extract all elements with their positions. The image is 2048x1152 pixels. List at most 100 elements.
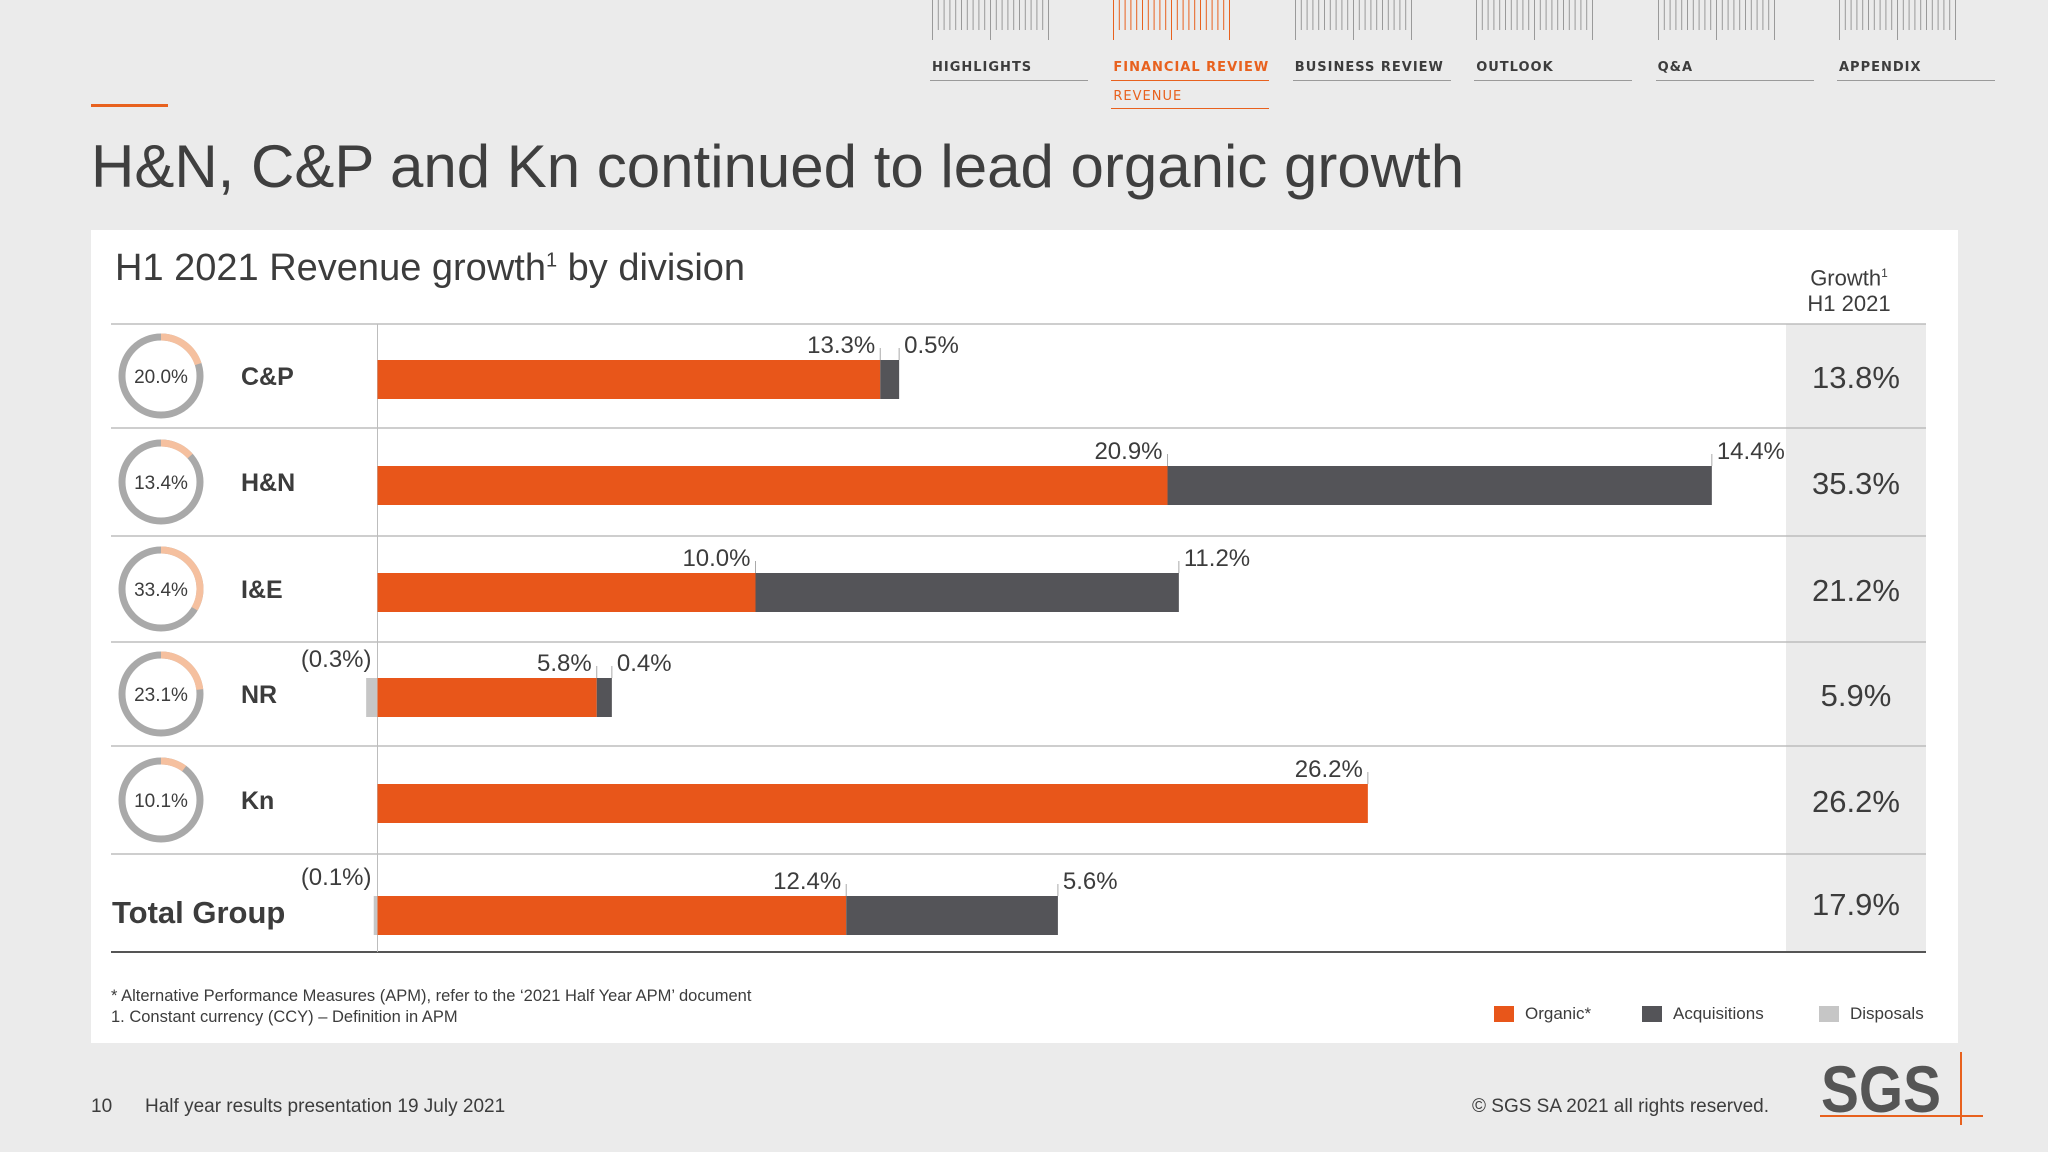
organic-swatch bbox=[1494, 1006, 1514, 1022]
revenue-share-label-kn: 10.1% bbox=[134, 791, 188, 812]
growth-column-background bbox=[1786, 324, 1926, 952]
growth-header-line2: H1 2021 bbox=[1807, 291, 1891, 317]
organic-bar-total-group bbox=[377, 896, 847, 935]
acquisitions-bar-candp bbox=[880, 360, 900, 399]
organic-value-kn: 26.2% bbox=[1295, 756, 1363, 783]
presentation-footer-text: Half year results presentation 19 July 2… bbox=[145, 1096, 506, 1117]
legend-label-organic: Organic* bbox=[1525, 1004, 1592, 1023]
category-label-handn: H&N bbox=[241, 469, 295, 497]
footnote-apm: * Alternative Performance Measures (APM)… bbox=[111, 987, 752, 1005]
legend-item-organic: Organic* bbox=[1494, 1004, 1591, 1024]
nav-tab-underline bbox=[930, 80, 1088, 81]
revenue-growth-chart: 20.0% C&P 13.3% 0.5% 13.8% 13.4% H&N 20.9% 14.4%… bbox=[111, 323, 1926, 953]
nav-tab-underline bbox=[1111, 80, 1270, 81]
nav-tab-label: Q&A bbox=[1657, 60, 1694, 75]
sgs-logo-text: SGS bbox=[1821, 1052, 1941, 1125]
sgs-logo: SGS bbox=[1820, 1052, 1983, 1125]
nav-tab-qanda[interactable]: Q&A bbox=[1655, 0, 1814, 120]
acquisitions-bar-handn bbox=[1167, 466, 1712, 505]
category-label-iande: I&E bbox=[241, 576, 283, 604]
chart-title: H1 2021 Revenue growth1 by division bbox=[115, 247, 745, 290]
slide-title: H&N, C&P and Kn continued to lead organi… bbox=[91, 133, 1465, 200]
acquisitions-value-iande: 11.2% bbox=[1184, 545, 1250, 572]
organic-bar-handn bbox=[377, 466, 1168, 505]
acquisitions-value-candp: 0.5% bbox=[904, 332, 959, 359]
footnote-ccy: 1. Constant currency (CCY) – Definition … bbox=[111, 1008, 458, 1026]
growth-total-total-group: 17.9% bbox=[1812, 887, 1900, 922]
organic-bar-nr bbox=[377, 678, 597, 717]
title-accent-line bbox=[91, 104, 168, 107]
revenue-share-arc-candp bbox=[118, 333, 204, 419]
chart-panel: H1 2021 Revenue growth1 by division Grow… bbox=[91, 230, 1958, 1043]
nav-tab-underline bbox=[1837, 80, 1995, 81]
category-label-nr: NR bbox=[241, 681, 277, 709]
category-label-candp: C&P bbox=[241, 363, 294, 391]
revenue-share-label-handn: 13.4% bbox=[134, 473, 188, 494]
nav-tick-marks bbox=[1839, 0, 1956, 40]
nav-tab-label: HIGHLIGHTS bbox=[932, 60, 1033, 75]
revenue-share-arc-iande bbox=[118, 546, 204, 632]
category-label-kn: Kn bbox=[241, 787, 274, 815]
nav-tab-label: APPENDIX bbox=[1839, 60, 1922, 75]
footnotes: * Alternative Performance Measures (APM)… bbox=[111, 986, 751, 1028]
organic-bar-iande bbox=[377, 573, 756, 612]
disposals-value-total-group: (0.1%) bbox=[301, 864, 372, 891]
organic-value-iande: 10.0% bbox=[682, 545, 750, 572]
nav-tick-marks bbox=[1476, 0, 1594, 40]
copyright-notice: © SGS SA 2021 all rights reserved. bbox=[1472, 1096, 1770, 1117]
organic-bar-candp bbox=[377, 360, 881, 399]
organic-bar-kn bbox=[377, 784, 1368, 823]
revenue-share-arc-kn bbox=[118, 757, 204, 843]
legend-item-disposals: Disposals bbox=[1819, 1004, 1924, 1024]
nav-tick-marks bbox=[932, 0, 1049, 40]
nav-tab-appendix[interactable]: APPENDIX bbox=[1837, 0, 1995, 120]
growth-total-kn: 26.2% bbox=[1812, 784, 1900, 819]
nav-tick-marks bbox=[1294, 0, 1412, 40]
nav-tab-underline bbox=[1474, 80, 1633, 81]
nav-tick-marks bbox=[1113, 0, 1231, 40]
organic-value-nr: 5.8% bbox=[537, 650, 592, 677]
revenue-share-label-iande: 33.4% bbox=[134, 580, 188, 601]
nav-tick-marks bbox=[1657, 0, 1775, 40]
growth-header-line1: Growth bbox=[1810, 265, 1882, 291]
nav-tab-label: OUTLOOK bbox=[1476, 60, 1554, 75]
growth-column-header: Growth1 H1 2021 bbox=[1784, 260, 1914, 317]
growth-total-iande: 21.2% bbox=[1812, 573, 1900, 608]
acquisitions-value-nr: 0.4% bbox=[617, 650, 672, 677]
top-navigation: HIGHLIGHTS FINANCIAL REVIEW REVENUE BUSINES… bbox=[930, 0, 2000, 120]
nav-tab-business-review[interactable]: BUSINESS REVIEW bbox=[1292, 0, 1451, 120]
disposals-value-nr: (0.3%) bbox=[301, 646, 372, 673]
nav-tab-outlook[interactable]: OUTLOOK bbox=[1474, 0, 1633, 120]
growth-total-handn: 35.3% bbox=[1812, 466, 1900, 501]
acquisitions-value-total-group: 5.6% bbox=[1063, 868, 1118, 895]
chart-title-main: H1 2021 Revenue growth bbox=[115, 247, 546, 289]
nav-tab-underline bbox=[1292, 80, 1451, 81]
growth-total-candp: 13.8% bbox=[1812, 360, 1900, 395]
nav-subtab-underline bbox=[1111, 108, 1270, 109]
nav-tab-label: BUSINESS REVIEW bbox=[1294, 60, 1444, 75]
growth-total-nr: 5.9% bbox=[1821, 678, 1892, 713]
growth-header-footnote-mark: 1 bbox=[1881, 266, 1888, 280]
chart-title-footnote-mark: 1 bbox=[545, 249, 558, 272]
nav-tab-financial-review[interactable]: FINANCIAL REVIEW REVENUE bbox=[1111, 0, 1270, 120]
legend-label-acquisitions: Acquisitions bbox=[1673, 1004, 1764, 1023]
nav-tab-label: FINANCIAL REVIEW bbox=[1113, 60, 1270, 75]
chart-title-suffix: by division bbox=[557, 247, 746, 289]
acquisitions-bar-nr bbox=[596, 678, 612, 717]
nav-tab-underline bbox=[1655, 80, 1814, 81]
nav-subtab-revenue[interactable]: REVENUE bbox=[1113, 89, 1183, 104]
disposals-bar-total-group bbox=[373, 896, 378, 935]
acquisitions-bar-iande bbox=[755, 573, 1179, 612]
disposals-bar-nr bbox=[366, 678, 378, 717]
organic-value-total-group: 12.4% bbox=[773, 868, 841, 895]
acquisitions-bar-total-group bbox=[846, 896, 1058, 935]
page-number: 10 bbox=[91, 1096, 113, 1117]
acquisitions-value-handn: 14.4% bbox=[1717, 438, 1785, 465]
nav-tab-highlights[interactable]: HIGHLIGHTS bbox=[930, 0, 1088, 120]
organic-value-candp: 13.3% bbox=[807, 332, 875, 359]
revenue-share-arc-nr bbox=[118, 651, 204, 737]
acquisitions-swatch bbox=[1642, 1006, 1662, 1022]
legend-item-acquisitions: Acquisitions bbox=[1642, 1004, 1764, 1024]
revenue-share-arc-handn bbox=[118, 439, 204, 525]
legend-label-disposals: Disposals bbox=[1850, 1004, 1924, 1023]
